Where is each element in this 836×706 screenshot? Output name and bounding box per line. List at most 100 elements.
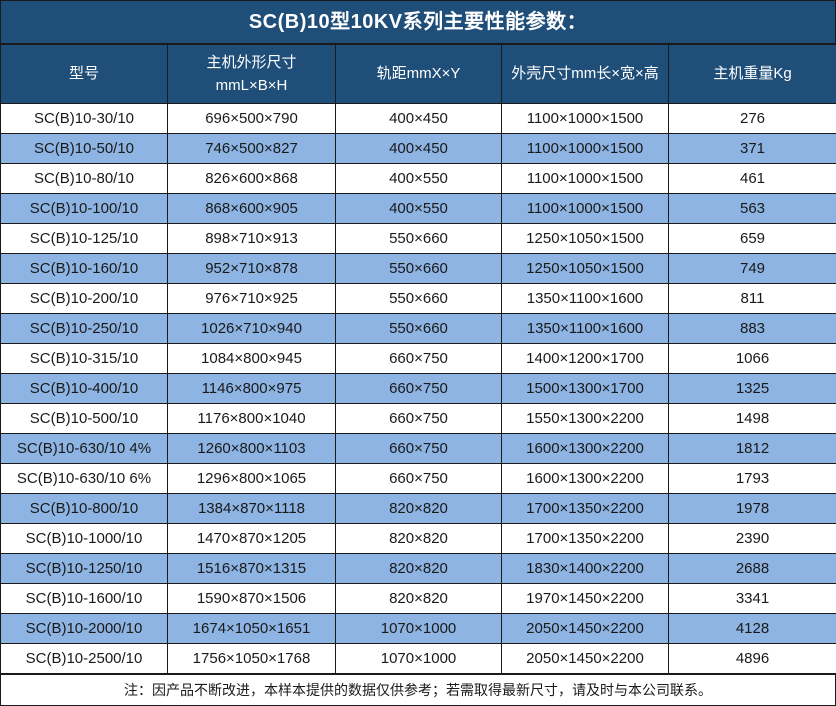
table-cell: 1250×1050×1500 — [502, 254, 669, 284]
table-cell: SC(B)10-800/10 — [1, 494, 168, 524]
col-header-main-dimensions-line2: mmL×B×H — [168, 74, 335, 97]
table-cell: 1296×800×1065 — [168, 464, 336, 494]
table-cell: SC(B)10-80/10 — [1, 164, 168, 194]
table-cell: 1674×1050×1651 — [168, 614, 336, 644]
table-cell: 952×710×878 — [168, 254, 336, 284]
table-cell: 746×500×827 — [168, 134, 336, 164]
table-cell: SC(B)10-315/10 — [1, 344, 168, 374]
table-cell: 660×750 — [336, 344, 502, 374]
table-cell: 1812 — [669, 434, 836, 464]
table-cell: 400×450 — [336, 104, 502, 134]
table-cell: 826×600×868 — [168, 164, 336, 194]
table-cell: 4128 — [669, 614, 836, 644]
table-cell: 659 — [669, 224, 836, 254]
table-cell: 1146×800×975 — [168, 374, 336, 404]
table-cell: 1400×1200×1700 — [502, 344, 669, 374]
table-cell: 2050×1450×2200 — [502, 644, 669, 674]
table-cell: 1600×1300×2200 — [502, 464, 669, 494]
table-cell: 1066 — [669, 344, 836, 374]
col-header-weight-label: 主机重量Kg — [669, 62, 836, 85]
table-cell: SC(B)10-2500/10 — [1, 644, 168, 674]
table-cell: 1550×1300×2200 — [502, 404, 669, 434]
table-cell: 1470×870×1205 — [168, 524, 336, 554]
table-cell: 400×450 — [336, 134, 502, 164]
table-cell: 4896 — [669, 644, 836, 674]
table-cell: 550×660 — [336, 314, 502, 344]
table-cell: SC(B)10-500/10 — [1, 404, 168, 434]
table-cell: 660×750 — [336, 434, 502, 464]
table-cell: 883 — [669, 314, 836, 344]
table-cell: 868×600×905 — [168, 194, 336, 224]
table-cell: SC(B)10-30/10 — [1, 104, 168, 134]
table-cell: SC(B)10-125/10 — [1, 224, 168, 254]
table-cell: 1176×800×1040 — [168, 404, 336, 434]
col-header-model-label: 型号 — [1, 62, 167, 85]
table-cell: 1260×800×1103 — [168, 434, 336, 464]
table-cell: SC(B)10-250/10 — [1, 314, 168, 344]
table-cell: 660×750 — [336, 404, 502, 434]
table-cell: 461 — [669, 164, 836, 194]
col-header-rail-gauge: 轨距mmX×Y — [336, 45, 502, 104]
table-cell: 1250×1050×1500 — [502, 224, 669, 254]
table-cell: 1590×870×1506 — [168, 584, 336, 614]
table-cell: 1756×1050×1768 — [168, 644, 336, 674]
page-title: SC(B)10型10KV系列主要性能参数： — [0, 0, 836, 44]
col-header-main-dimensions-line1: 主机外形尺寸 — [168, 51, 335, 74]
table-cell: 1830×1400×2200 — [502, 554, 669, 584]
table-cell: 276 — [669, 104, 836, 134]
table-cell: 1700×1350×2200 — [502, 494, 669, 524]
table-cell: 1793 — [669, 464, 836, 494]
table-cell: SC(B)10-400/10 — [1, 374, 168, 404]
table-cell: SC(B)10-200/10 — [1, 284, 168, 314]
spec-table: 型号 主机外形尺寸 mmL×B×H 轨距mmX×Y 外壳尺寸mm长×宽×高 主机… — [0, 44, 836, 674]
table-cell: 1070×1000 — [336, 644, 502, 674]
table-cell: 2688 — [669, 554, 836, 584]
table-cell: 371 — [669, 134, 836, 164]
table-cell: 660×750 — [336, 464, 502, 494]
col-header-main-dimensions: 主机外形尺寸 mmL×B×H — [168, 45, 336, 104]
table-cell: 3341 — [669, 584, 836, 614]
table-cell: 563 — [669, 194, 836, 224]
table-cell: 400×550 — [336, 194, 502, 224]
table-cell: 1084×800×945 — [168, 344, 336, 374]
col-header-weight: 主机重量Kg — [669, 45, 836, 104]
table-cell: 696×500×790 — [168, 104, 336, 134]
table-cell: 820×820 — [336, 584, 502, 614]
table-cell: 1350×1100×1600 — [502, 284, 669, 314]
table-cell: SC(B)10-630/10 4% — [1, 434, 168, 464]
table-cell: 2390 — [669, 524, 836, 554]
table-cell: 976×710×925 — [168, 284, 336, 314]
table-cell: 1070×1000 — [336, 614, 502, 644]
table-cell: SC(B)10-50/10 — [1, 134, 168, 164]
table-cell: 1516×870×1315 — [168, 554, 336, 584]
table-cell: 1498 — [669, 404, 836, 434]
table-cell: SC(B)10-100/10 — [1, 194, 168, 224]
table-cell: 660×750 — [336, 374, 502, 404]
table-cell: 898×710×913 — [168, 224, 336, 254]
table-cell: SC(B)10-160/10 — [1, 254, 168, 284]
col-header-rail-gauge-label: 轨距mmX×Y — [336, 62, 501, 85]
table-cell: 400×550 — [336, 164, 502, 194]
table-cell: 1100×1000×1500 — [502, 134, 669, 164]
table-cell: SC(B)10-630/10 6% — [1, 464, 168, 494]
